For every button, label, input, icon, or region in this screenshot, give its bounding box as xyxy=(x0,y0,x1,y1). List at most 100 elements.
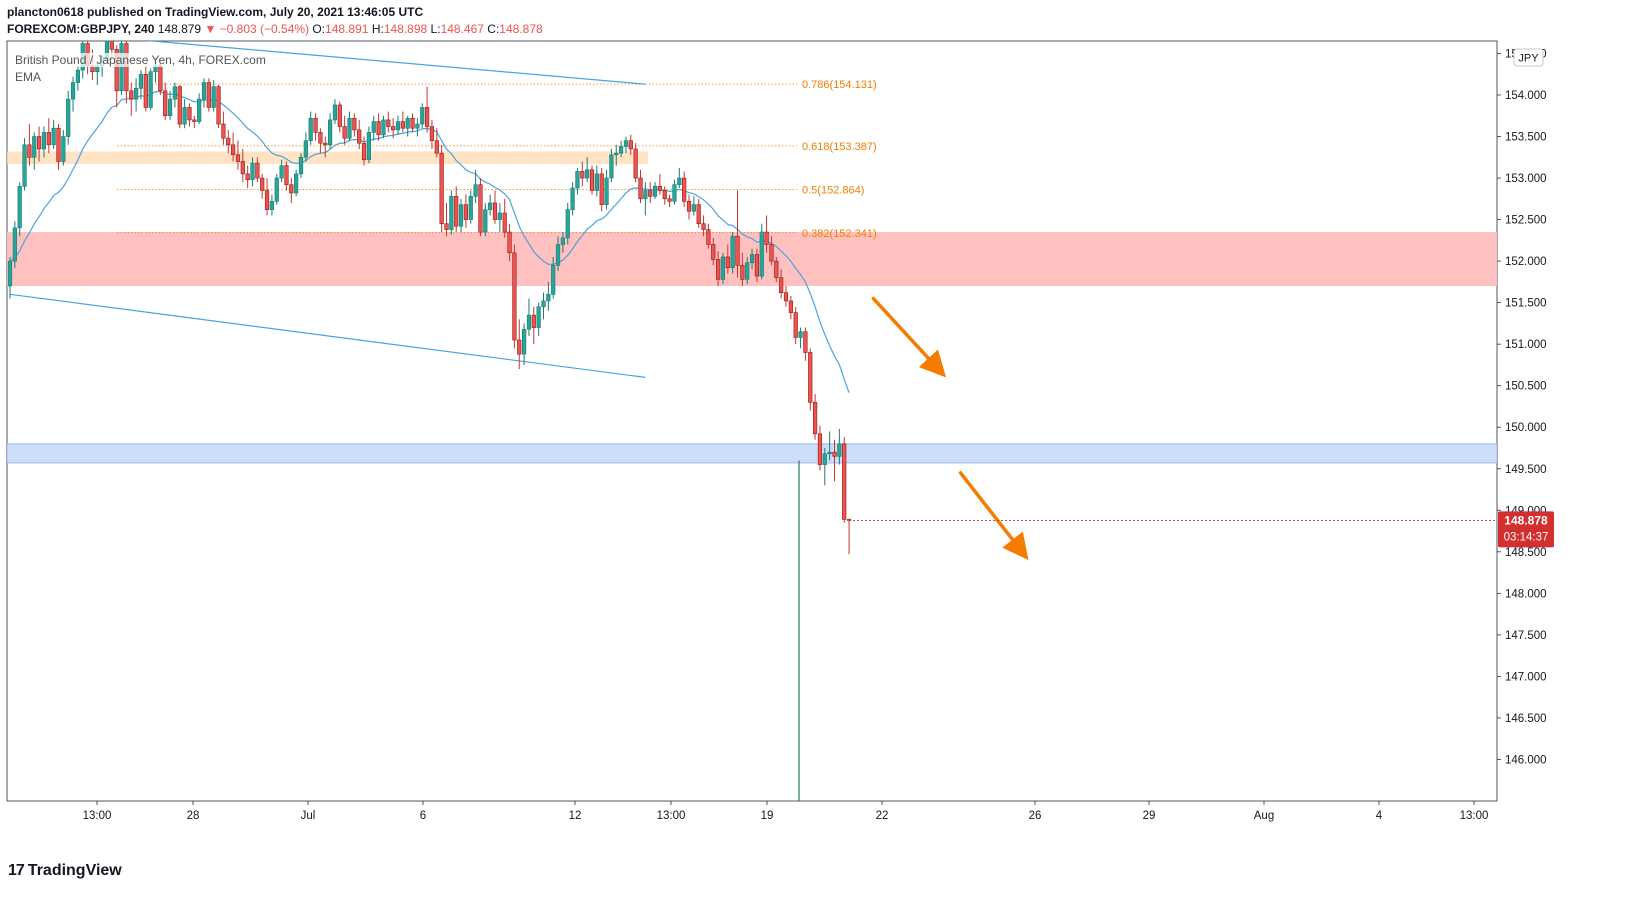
candle-body xyxy=(555,244,561,266)
candle-body xyxy=(66,98,71,137)
candle-body xyxy=(560,237,565,245)
candle-body xyxy=(182,107,187,125)
candle-body xyxy=(109,41,114,50)
candle-body xyxy=(424,107,430,127)
plot-area: 0.786(154.131) 0.618(153.387) 0.5(152.864)… xyxy=(7,41,1497,801)
price-axis-label: 154.000 xyxy=(1505,90,1547,102)
candle-body xyxy=(478,184,483,233)
tradingview-mark-icon: 17 xyxy=(8,862,25,879)
price-axis-label: 150.500 xyxy=(1505,381,1547,393)
candle-body xyxy=(701,223,706,230)
trend-arrow-shaft xyxy=(958,471,1015,542)
candle-body xyxy=(706,229,711,245)
open-value: 148.891 xyxy=(325,22,369,36)
candle-body xyxy=(269,201,275,210)
candle-body xyxy=(279,165,284,179)
candle-body xyxy=(788,300,793,313)
plot-frame xyxy=(6,40,1498,802)
candle-body xyxy=(444,223,449,230)
legend-ema[interactable]: EMA xyxy=(15,70,42,84)
last-price: 148.879 xyxy=(157,22,202,36)
bar-countdown: 03:14:37 xyxy=(1504,531,1549,543)
candle-body xyxy=(323,142,328,146)
candle-body xyxy=(735,235,740,266)
candle-body xyxy=(454,196,459,227)
candle-body xyxy=(667,198,672,202)
candle-body xyxy=(255,162,260,179)
candle-body xyxy=(565,209,570,239)
candle-body xyxy=(730,235,735,269)
close-label: C: xyxy=(487,22,500,36)
candle-body xyxy=(512,252,517,341)
candle-body xyxy=(803,331,808,353)
candle-body xyxy=(449,196,454,230)
candle-body xyxy=(808,352,813,403)
candle-body xyxy=(696,204,701,225)
price-axis-label: 149.500 xyxy=(1505,464,1547,476)
candle-body xyxy=(240,161,245,175)
candle-body xyxy=(61,136,66,162)
candle-body xyxy=(216,86,221,125)
time-axis-label: 6 xyxy=(420,810,426,822)
candle-body xyxy=(662,190,667,200)
candle-body xyxy=(492,202,498,220)
price-axis-label: 148.500 xyxy=(1505,547,1547,559)
candle-body xyxy=(172,86,178,100)
time-axis-label: 13:00 xyxy=(1460,810,1489,822)
candle-body xyxy=(56,127,61,162)
time-axis-label: 4 xyxy=(1376,810,1383,822)
candle-body xyxy=(599,173,604,205)
candle-body xyxy=(22,144,27,187)
candle-body xyxy=(289,184,294,194)
channel-trendline xyxy=(9,293,646,378)
open-label: O: xyxy=(312,22,326,36)
candle-body xyxy=(337,104,342,127)
price-axis-label: 153.000 xyxy=(1505,173,1547,185)
candle-body xyxy=(759,231,764,277)
candle-body xyxy=(284,165,289,185)
fib-label: 0.786(154.131) xyxy=(802,79,877,91)
candle-body xyxy=(298,156,304,175)
candle-body xyxy=(691,204,696,212)
zone-support xyxy=(7,443,1497,464)
candle-body xyxy=(526,314,532,330)
candle-body xyxy=(628,140,633,150)
price-axis-label: 152.000 xyxy=(1505,256,1547,268)
candle-body xyxy=(391,126,396,131)
time-axis-label: 13:00 xyxy=(657,810,686,822)
candle-body xyxy=(308,117,313,141)
time-axis-label: 13:00 xyxy=(83,810,112,822)
candle-body xyxy=(711,244,716,260)
price-axis-label: 148.000 xyxy=(1505,588,1547,600)
last-price-label: 148.878 xyxy=(1504,513,1548,527)
candle-body xyxy=(463,204,469,220)
symbol-line: FOREXCOM:GBPJPY, 240 148.879 ▼ −0.803 (−… xyxy=(7,22,543,36)
candle-body xyxy=(221,123,226,139)
fib-label: 0.382(152.341) xyxy=(802,228,877,240)
trend-arrow-head xyxy=(918,349,947,378)
candle-body xyxy=(531,314,536,328)
candle-body xyxy=(652,186,658,197)
candle-body xyxy=(643,190,648,200)
candle-body xyxy=(589,169,595,191)
tradingview-logo[interactable]: 17 TradingView xyxy=(8,862,122,880)
candle-body xyxy=(585,169,590,179)
candle-body xyxy=(507,231,512,254)
candle-body xyxy=(36,136,42,150)
candle-body xyxy=(235,154,241,162)
candle-body xyxy=(604,177,609,205)
currency-badge xyxy=(1513,48,1544,67)
tradingview-brand: TradingView xyxy=(27,862,122,879)
candle-body xyxy=(361,142,367,161)
candle-body xyxy=(187,107,192,121)
candle-body xyxy=(70,82,76,100)
symbol: FOREXCOM:GBPJPY, 240 xyxy=(7,22,155,36)
price-change: ▼ −0.803 (−0.54%) xyxy=(204,22,310,36)
candle-body xyxy=(754,254,759,277)
time-axis-label: 12 xyxy=(569,810,582,822)
candle-body xyxy=(386,119,391,127)
candle-body xyxy=(575,171,580,189)
candle-body xyxy=(250,162,255,181)
currency-badge-label: JPY xyxy=(1518,53,1539,65)
